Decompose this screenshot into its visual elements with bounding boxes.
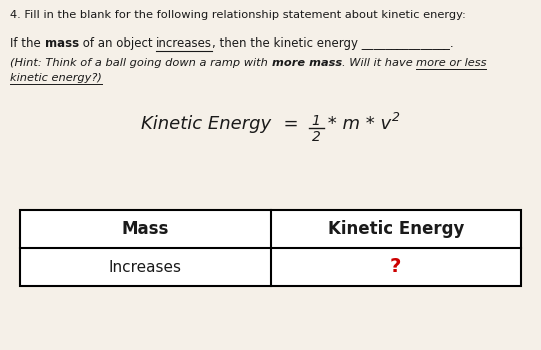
Text: . Will it have: . Will it have [341, 58, 416, 68]
Text: 2: 2 [392, 111, 400, 124]
Text: more mass: more mass [272, 58, 341, 68]
Text: If the: If the [10, 37, 44, 50]
Text: kinetic energy?): kinetic energy?) [10, 73, 102, 83]
Bar [20, 210, 521, 286]
Text: , then the kinetic energy _______________.: , then the kinetic energy ______________… [212, 37, 453, 50]
Text: increases: increases [156, 37, 212, 50]
Text: of an object: of an object [78, 37, 156, 50]
Text: * m * v: * m * v [322, 115, 392, 133]
Text: Kinetic Energy: Kinetic Energy [141, 115, 272, 133]
Text: ?: ? [390, 258, 401, 277]
Text: Mass: Mass [122, 220, 169, 238]
Text: (Hint: Think of a ball going down a ramp with: (Hint: Think of a ball going down a ramp… [10, 58, 272, 68]
Text: more or less: more or less [416, 58, 486, 68]
Text: 2: 2 [312, 130, 320, 144]
Text: =: = [272, 115, 309, 133]
Text: 1: 1 [312, 114, 320, 128]
Text: 4. Fill in the blank for the following relationship statement about kinetic ener: 4. Fill in the blank for the following r… [10, 10, 466, 20]
Text: mass: mass [44, 37, 78, 50]
Text: Kinetic Energy: Kinetic Energy [327, 220, 464, 238]
Text: Increases: Increases [109, 259, 182, 274]
